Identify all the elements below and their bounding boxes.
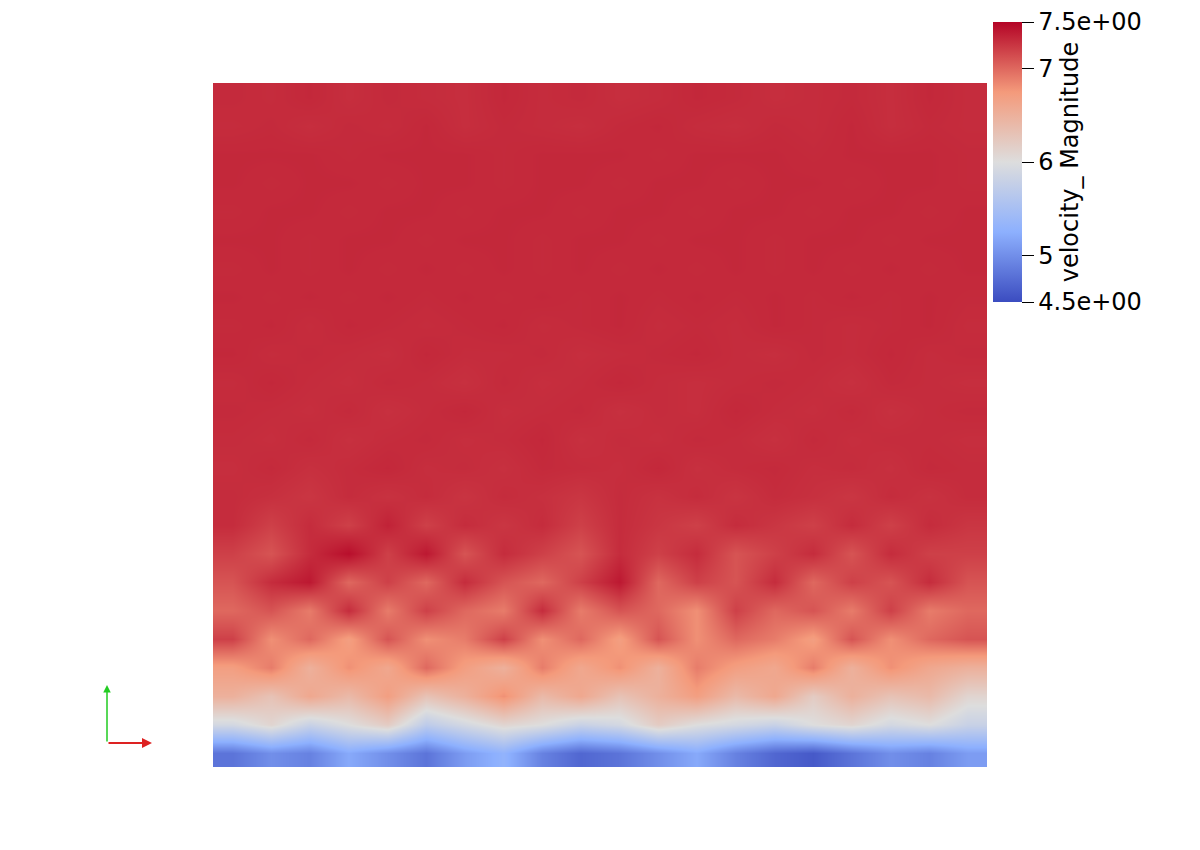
svg-text:7: 7 — [1038, 55, 1053, 83]
svg-text:7.5e+00: 7.5e+00 — [1038, 8, 1142, 36]
svg-text:5: 5 — [1038, 242, 1053, 270]
svg-text:6: 6 — [1038, 148, 1053, 176]
svg-text:velocity_ Magnitude: velocity_ Magnitude — [1056, 42, 1084, 283]
svg-text:4.5e+00: 4.5e+00 — [1038, 288, 1142, 316]
